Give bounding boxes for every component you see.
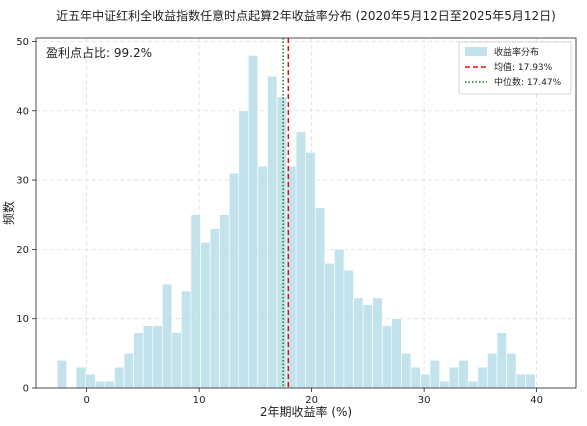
histogram-bar — [133, 332, 144, 389]
x-tick-label: 0 — [83, 395, 89, 406]
histogram-bar — [95, 380, 106, 389]
histogram-bar — [410, 366, 421, 389]
y-tick-label: 10 — [16, 314, 29, 325]
histogram-bar — [506, 353, 517, 389]
histogram-bar — [123, 353, 134, 389]
y-tick-label: 20 — [16, 245, 29, 256]
histogram-bar — [142, 325, 154, 389]
histogram-bar — [267, 75, 278, 389]
x-tick-label: 40 — [530, 395, 543, 406]
reference-lines — [282, 38, 290, 388]
histogram-bar — [525, 373, 536, 389]
histogram-bar — [515, 373, 526, 389]
legend-label-mean: 均值: 17.93% — [494, 61, 553, 73]
histogram-bar — [85, 373, 96, 389]
histogram-bar — [104, 380, 115, 389]
histogram-bar — [487, 353, 498, 389]
histogram-bar — [401, 353, 412, 389]
x-tick-label: 30 — [418, 395, 431, 406]
histogram-bar — [248, 55, 259, 389]
histogram-bar — [343, 269, 354, 389]
x-axis: 0 10 20 30 40 — [83, 388, 543, 406]
histogram-bar — [477, 366, 488, 389]
histogram-bar — [372, 297, 383, 389]
histogram-bar — [295, 131, 307, 389]
histogram-bar — [152, 325, 163, 389]
histogram-bar — [334, 249, 345, 389]
histogram-bar — [257, 165, 268, 389]
histogram-bar — [305, 152, 316, 389]
histogram-bar — [429, 359, 440, 389]
histogram-bar — [381, 325, 393, 389]
histogram-bar — [458, 359, 469, 389]
plot-frame — [35, 37, 577, 389]
x-tick-label: 20 — [305, 395, 318, 406]
histogram-bar — [190, 214, 201, 389]
histogram-bar — [439, 380, 450, 389]
histogram-bar — [276, 96, 287, 389]
y-tick-label: 0 — [23, 384, 29, 395]
histogram-bar — [420, 373, 431, 389]
y-axis-label: 频数 — [1, 201, 16, 225]
histogram-bar — [219, 214, 230, 389]
histogram-bar — [324, 262, 335, 389]
y-axis: 0 10 20 30 40 50 — [16, 37, 36, 395]
histogram-bar — [353, 297, 364, 389]
legend: 收益率分布 均值: 17.93% 中位数: 17.47% — [458, 41, 572, 95]
histogram-bars — [56, 55, 536, 389]
legend-swatch-distribution — [465, 47, 487, 56]
histogram-bar — [209, 228, 220, 389]
histogram-bar — [496, 332, 507, 389]
histogram-bar — [448, 366, 460, 389]
histogram-bar — [114, 366, 125, 389]
histogram-bar — [200, 242, 211, 389]
histogram-bar — [314, 207, 326, 389]
histogram-bar — [171, 332, 182, 389]
chart-title: 近五年中证红利全收益指数任意时点起算2年收益率分布 (2020年5月12日至20… — [56, 8, 556, 23]
histogram-bar — [362, 304, 373, 389]
y-tick-label: 30 — [16, 176, 29, 187]
y-tick-label: 50 — [16, 37, 29, 48]
histogram-bar — [75, 366, 87, 389]
y-tick-label: 40 — [16, 106, 29, 117]
histogram-bar — [391, 318, 402, 389]
histogram-bar — [181, 290, 192, 389]
histogram-bar — [238, 110, 249, 389]
legend-label-median: 中位数: 17.47% — [494, 76, 562, 88]
x-tick-label: 10 — [193, 395, 206, 406]
x-axis-label: 2年期收益率 (%) — [260, 404, 352, 419]
histogram-bar — [56, 359, 67, 389]
histogram-bar — [467, 380, 479, 389]
histogram-bar — [228, 172, 240, 389]
legend-label-distribution: 收益率分布 — [494, 46, 539, 58]
profit-ratio-annotation: 盈利点占比: 99.2% — [46, 45, 152, 60]
histogram-bar — [161, 283, 173, 389]
